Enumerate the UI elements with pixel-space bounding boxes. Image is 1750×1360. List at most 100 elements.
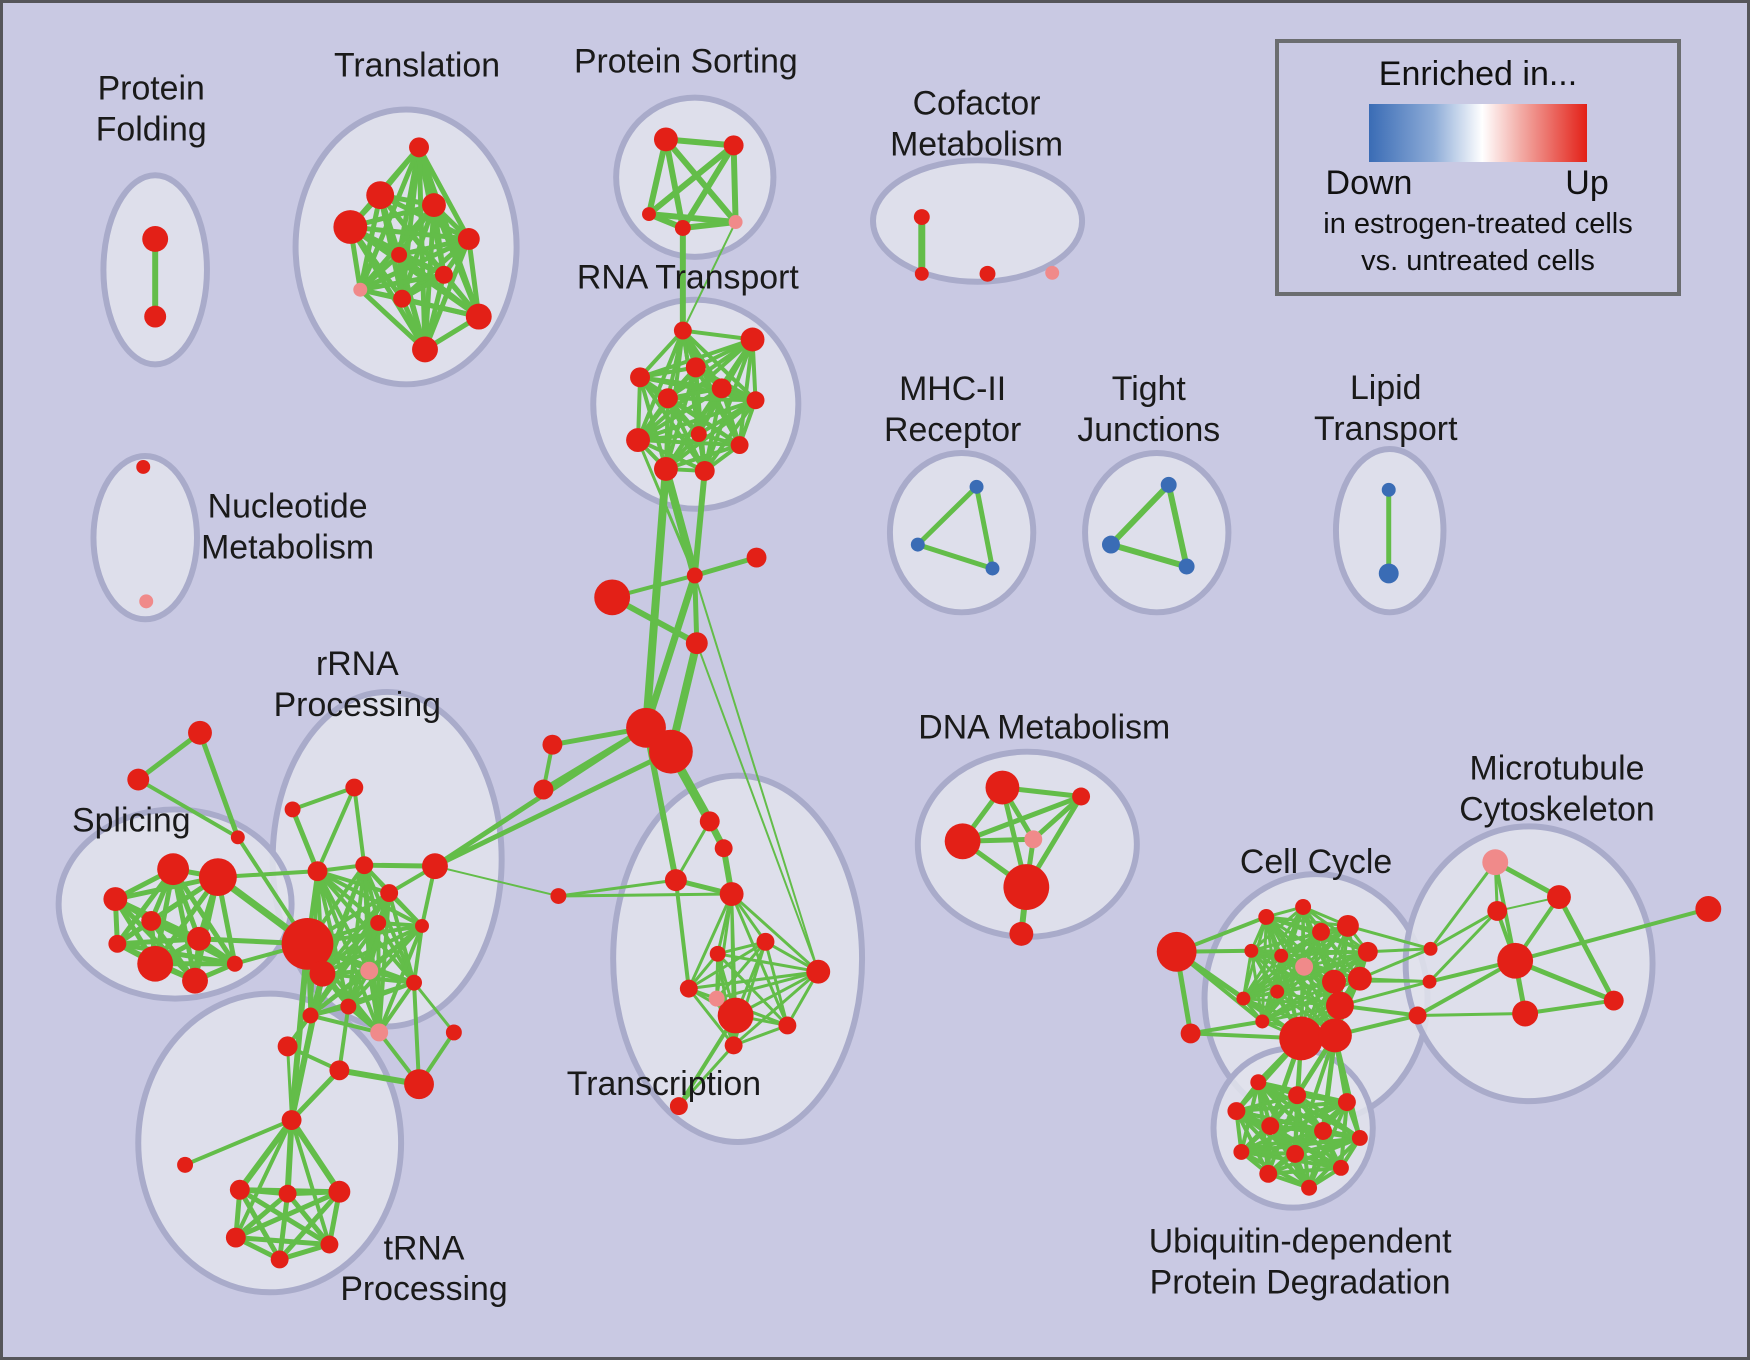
node-ps3 bbox=[642, 207, 656, 222]
edge-ub7-ub8 bbox=[1239, 1135, 1362, 1154]
node-rt4 bbox=[630, 367, 650, 388]
cluster-trna-processing-label-line1: tRNA bbox=[384, 1229, 465, 1267]
node-mt6 bbox=[1512, 1000, 1539, 1027]
edge-t5-t10 bbox=[466, 236, 482, 320]
node-rt5 bbox=[711, 378, 732, 399]
node-x3 bbox=[664, 869, 687, 892]
cluster-protein-folding-label-line1: Protein bbox=[98, 70, 205, 108]
node-dm1 bbox=[985, 770, 1020, 805]
edge-ps1-ps5 bbox=[662, 136, 739, 226]
node-r5 bbox=[422, 853, 448, 880]
edge-mt5-mt6 bbox=[1523, 998, 1616, 1016]
node-cm2 bbox=[914, 266, 929, 281]
cluster-microtubule-cytoskeleton-label-line2: Cytoskeleton bbox=[1459, 790, 1655, 828]
edge-c9-x3 bbox=[556, 878, 678, 898]
node-lt2 bbox=[1378, 563, 1399, 584]
node-s8 bbox=[182, 967, 208, 994]
node-s5 bbox=[187, 926, 211, 951]
node-ps1 bbox=[653, 127, 678, 152]
edge-cc5-cc11 bbox=[1241, 949, 1253, 1001]
edge-cc8-cc12 bbox=[1275, 950, 1370, 994]
cluster-nucleotide-metabolism-ellipse bbox=[90, 453, 200, 623]
node-rt8 bbox=[690, 426, 707, 443]
edge-t7-t8 bbox=[357, 272, 447, 293]
edge-tj1-tj3 bbox=[1165, 481, 1190, 570]
node-ub3 bbox=[1337, 1093, 1356, 1112]
edge-tr1-tr6 bbox=[233, 1118, 294, 1240]
node-c8 bbox=[533, 779, 554, 800]
edge-x6-x7 bbox=[716, 952, 820, 974]
edge-tr4-tr7 bbox=[285, 1191, 332, 1247]
edge-r10-r13 bbox=[346, 923, 424, 1009]
edge-tr6-tr7 bbox=[233, 1235, 332, 1247]
edge-cc6-cc8 bbox=[1279, 950, 1370, 958]
edge-tr1-tr7 bbox=[289, 1118, 332, 1247]
node-cc15 bbox=[1279, 1016, 1324, 1061]
edge-c1-x7 bbox=[693, 574, 820, 973]
node-r8 bbox=[370, 914, 387, 931]
node-t7 bbox=[434, 265, 453, 284]
node-pf1 bbox=[142, 226, 169, 252]
node-cc3 bbox=[1312, 922, 1330, 941]
node-mh3 bbox=[985, 561, 1000, 576]
node-x9 bbox=[717, 997, 754, 1034]
node-tj2 bbox=[1101, 535, 1120, 554]
node-rt3 bbox=[685, 357, 706, 378]
node-mh2 bbox=[910, 537, 925, 552]
edge-tj2-tj3 bbox=[1107, 541, 1190, 570]
cluster-rna-transport-label-line1: RNA Transport bbox=[577, 259, 799, 297]
node-c3 bbox=[594, 579, 631, 616]
edge-spa-spb bbox=[135, 730, 203, 783]
edge-r11-r14 bbox=[308, 968, 372, 1018]
node-ub2 bbox=[1288, 1086, 1307, 1105]
edge-ps2-ps5 bbox=[730, 142, 739, 226]
nodes bbox=[103, 127, 1722, 1269]
edge-x10-x11 bbox=[732, 1023, 789, 1047]
edge-mh1-mh2 bbox=[915, 484, 980, 548]
edge-rt4-rt7 bbox=[638, 375, 758, 403]
node-s2 bbox=[198, 858, 237, 897]
node-ub11 bbox=[1332, 1159, 1349, 1176]
node-s3 bbox=[103, 887, 128, 911]
node-ub4 bbox=[1227, 1102, 1246, 1121]
node-r12 bbox=[406, 974, 423, 991]
edge-cc8-cc17 bbox=[1366, 947, 1433, 954]
edge-rt12-c1 bbox=[691, 467, 708, 579]
edge-s6-s9 bbox=[114, 941, 238, 967]
node-spb bbox=[127, 768, 150, 791]
node-mt3 bbox=[1487, 901, 1508, 921]
edge-r12-r17 bbox=[377, 980, 417, 1035]
edge-r9-r14 bbox=[308, 891, 392, 1018]
edge-spb-spc bbox=[136, 777, 240, 840]
cluster-protein-folding-label-line2: Folding bbox=[96, 110, 207, 148]
node-spa bbox=[188, 720, 212, 745]
node-cciso1 bbox=[1156, 931, 1197, 972]
edge-c4-x7 bbox=[695, 642, 820, 973]
edge-t4-t11 bbox=[347, 224, 428, 352]
node-cc4 bbox=[1336, 914, 1359, 937]
node-cc9 bbox=[1322, 969, 1346, 994]
cluster-ubiquitin-degradation-label-line2: Protein Degradation bbox=[1150, 1263, 1451, 1301]
edge-r2-r3 bbox=[315, 785, 357, 874]
edge-rt1-rt9 bbox=[636, 328, 685, 443]
node-ps5 bbox=[728, 215, 743, 229]
node-cc6 bbox=[1274, 948, 1289, 963]
node-rt6 bbox=[657, 388, 678, 409]
node-cc1 bbox=[1258, 908, 1275, 925]
node-ps2 bbox=[723, 135, 744, 156]
edge-tj1-tj2 bbox=[1107, 481, 1172, 548]
cluster-trna-processing-ellipse bbox=[135, 990, 405, 1296]
edge-dm2-dm3 bbox=[960, 793, 1084, 844]
edge-t4-t5 bbox=[347, 224, 472, 242]
cluster-rrna-processing-label-line2: Processing bbox=[274, 686, 441, 724]
node-rt10 bbox=[730, 436, 749, 455]
edge-ub7-ub12 bbox=[1307, 1135, 1362, 1190]
legend-gradient-bar bbox=[1369, 104, 1587, 162]
edge-cc2-cc11 bbox=[1241, 905, 1305, 1001]
node-cc2 bbox=[1295, 899, 1312, 915]
node-tr1 bbox=[281, 1110, 302, 1131]
node-tj1 bbox=[1160, 476, 1177, 493]
node-rt1 bbox=[673, 321, 692, 340]
cluster-splicing-label-line1: Splicing bbox=[72, 801, 190, 839]
